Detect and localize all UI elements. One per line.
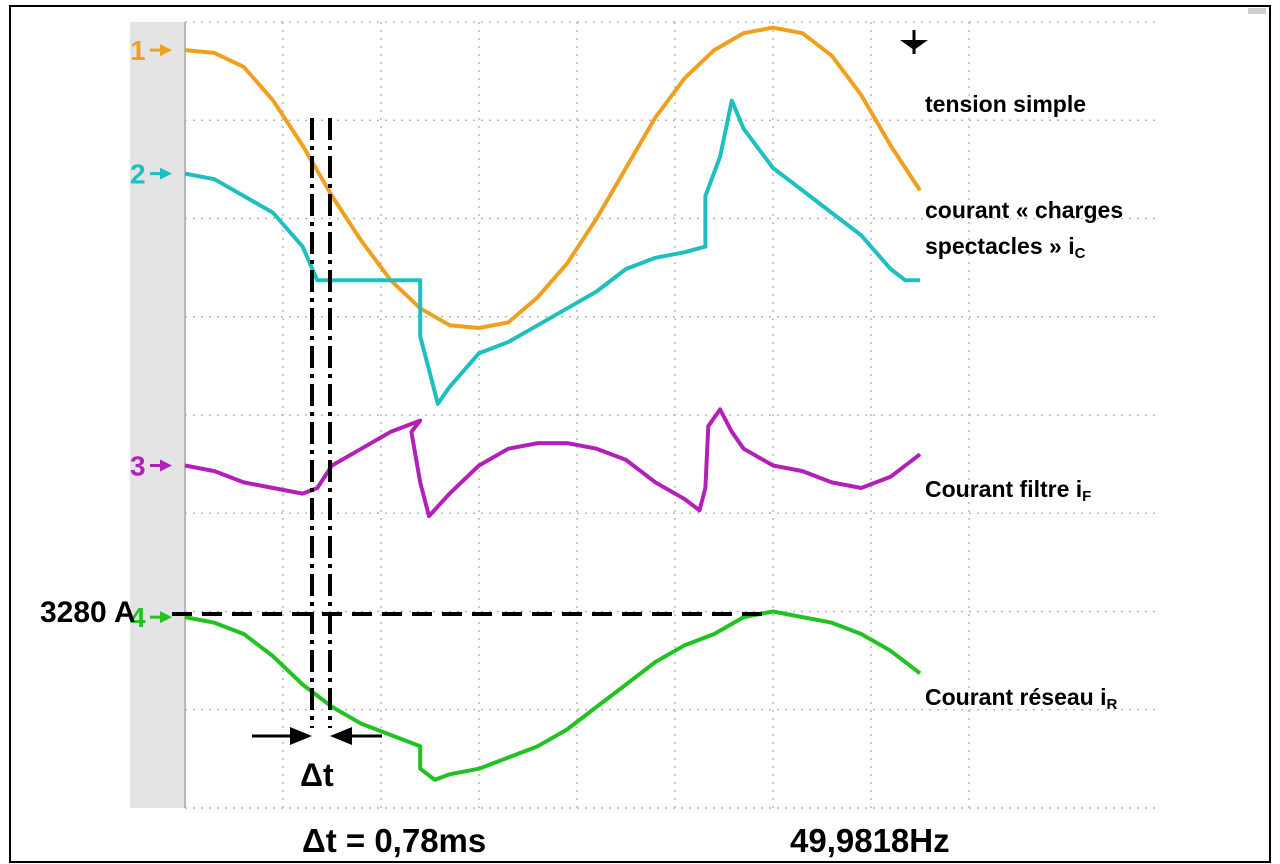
label-courant-reseau: Courant réseau iR: [925, 684, 1118, 713]
channel-arrow-icon: [150, 167, 172, 180]
frequency-value: 49,9818Hz: [790, 822, 950, 859]
channel-marker-1: 1: [130, 35, 172, 66]
reference-label: 3280 A: [40, 596, 136, 629]
channel-marker-3: 3: [130, 451, 172, 482]
channel-marker-4: 4: [130, 602, 172, 633]
label-courant-charges-line1: courant « charges: [925, 197, 1123, 223]
channel-number: 2: [130, 159, 146, 190]
channel-number: 4: [130, 602, 146, 633]
channel-arrow-icon: [150, 611, 172, 624]
scope-left-margin: [130, 22, 184, 808]
label-courant-charges-text: spectacles » i: [925, 233, 1075, 259]
trace-4: [184, 609, 922, 782]
label-courant-reseau-sub: R: [1107, 696, 1118, 713]
traces: [184, 25, 922, 782]
channel-marker-2: 2: [130, 159, 172, 190]
channel-number: 3: [130, 451, 146, 482]
corner-mark: [1248, 8, 1266, 14]
label-tension-simple: tension simple: [925, 91, 1086, 117]
scope-screen: [130, 22, 1160, 808]
trace-1: [184, 25, 922, 330]
label-courant-charges-sub: C: [1075, 245, 1086, 262]
label-courant-reseau-text: Courant réseau i: [925, 684, 1107, 710]
channel-arrow-icon: [150, 459, 172, 472]
delta-t-symbol: Δt: [300, 757, 334, 793]
label-courant-charges-line2: spectacles » iC: [925, 233, 1086, 262]
label-courant-filtre-sub: F: [1082, 488, 1091, 505]
delta-t-value: Δt = 0,78ms: [302, 822, 486, 859]
trace-2: [184, 98, 920, 406]
channel-number: 1: [130, 35, 146, 66]
trace-3: [184, 407, 922, 519]
scope-grid: [184, 21, 1160, 809]
label-courant-filtre-text: Courant filtre i: [925, 476, 1082, 502]
delta-t-arrows: [252, 727, 382, 745]
trigger-marker-icon: [900, 30, 928, 54]
channel-arrow-icon: [150, 44, 172, 57]
label-courant-filtre: Courant filtre iF: [925, 476, 1091, 505]
channel-markers: 1 2 3 4: [130, 35, 172, 633]
